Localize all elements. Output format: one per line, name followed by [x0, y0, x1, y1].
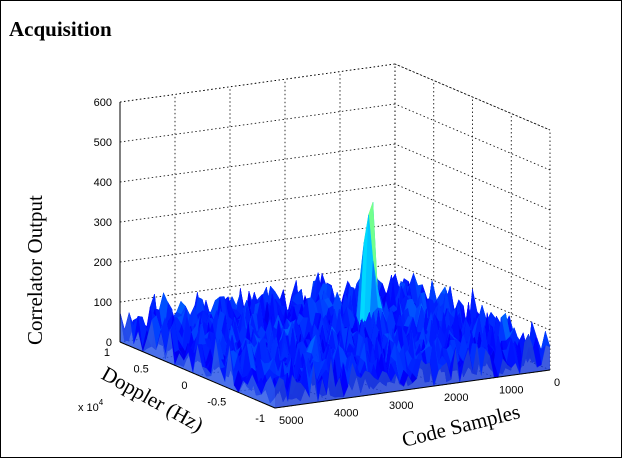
y-axis-line — [119, 341, 276, 409]
surface-mesh — [119, 202, 551, 408]
z-tick-label: 200 — [94, 257, 112, 269]
x-tick-label: 4000 — [334, 407, 358, 419]
x-axis-line — [274, 369, 551, 409]
x-tick-label: 1000 — [499, 385, 523, 397]
y-tick-label: 0.5 — [133, 364, 148, 376]
axes — [119, 102, 551, 409]
x-tick-label: 0 — [554, 377, 560, 389]
x-tick-label: 5000 — [279, 415, 303, 427]
y-tick-label: 0 — [181, 380, 187, 392]
tick-labels: 0 100 200 300 400 500 600 0 1000 2000 3000 4000 5000… — [94, 97, 560, 427]
z-tick-label: 600 — [94, 97, 112, 109]
x-tick-label: 3000 — [389, 400, 413, 412]
z-axis-label: Correlator Output — [23, 195, 47, 345]
surface-left-skirt — [120, 312, 275, 408]
y-multiplier-label: x 104 — [78, 398, 104, 414]
z-tick-label: 400 — [94, 177, 112, 189]
surface-front-skirt — [275, 334, 550, 408]
x-axis-label: Code Samples — [399, 399, 522, 451]
y-tick-label: -1 — [255, 413, 265, 425]
z-tick-label: 500 — [94, 137, 112, 149]
y-tick-label: 1 — [104, 347, 110, 359]
panel-title: Acquisition — [9, 17, 112, 41]
z-tick-label: 300 — [94, 217, 112, 229]
x-tick-label: 2000 — [444, 392, 468, 404]
y-tick-label: -0.5 — [207, 397, 226, 409]
z-tick-label: 100 — [94, 297, 112, 309]
z-tick-label: 0 — [106, 337, 112, 349]
